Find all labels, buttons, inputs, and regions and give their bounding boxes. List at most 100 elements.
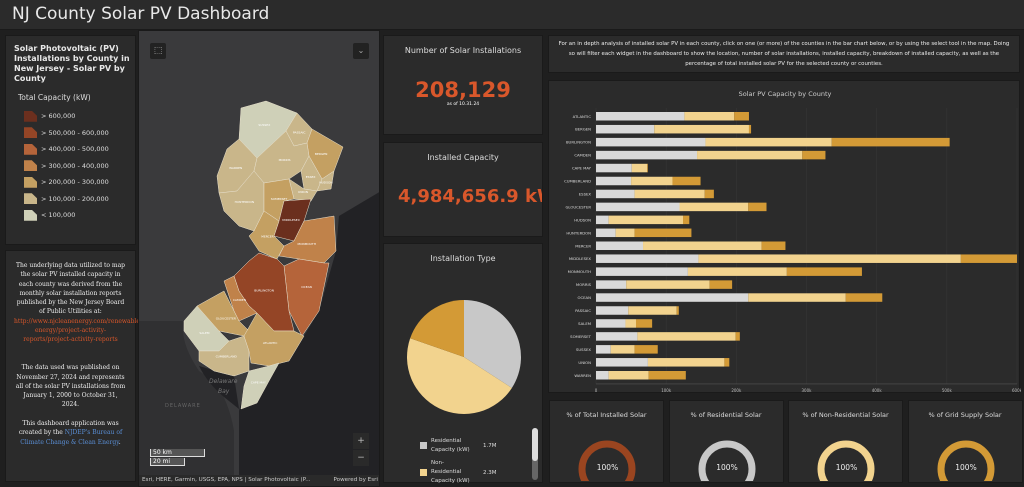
bar-segment-sussex[interactable] [610,345,635,354]
bar-segment-warren[interactable] [648,371,686,380]
gauge-title: % of Non-Residential Solar [802,411,889,419]
bar-segment-passaic[interactable] [676,306,679,315]
pie-title: Installation Type [430,254,496,263]
zoom-in-button[interactable]: + [353,433,369,449]
bar-segment-sussex[interactable] [596,345,611,354]
bar-segment-burlington[interactable] [705,137,832,147]
county-cumberland[interactable] [198,335,250,377]
bar-segment-salem[interactable] [596,319,626,328]
bar-segment-hunterdon[interactable] [634,228,692,238]
county-label: CAMDEN [233,298,246,302]
pie-slice[interactable] [407,338,512,414]
bar-segment-gloucester[interactable] [679,202,749,212]
bar-segment-cape-may[interactable] [647,163,648,173]
bar-segment-ocean[interactable] [845,293,883,302]
bar-segment-mercer[interactable] [761,241,786,251]
collapse-button[interactable]: ⌄ [353,43,369,59]
bar-segment-middlesex[interactable] [960,254,1017,263]
gauge-arc [698,440,755,481]
bar-segment-sussex[interactable] [634,345,658,354]
pie-legend-item[interactable]: Residential Capacity (kW) 1.7M [420,432,530,459]
zoom-out-button[interactable]: − [353,450,369,466]
bar-segment-camden[interactable] [697,150,803,160]
bar-segment-hudson[interactable] [596,215,609,225]
legend-swatch [24,110,37,122]
bar-segment-burlington[interactable] [831,137,950,147]
bar-segment-union[interactable] [596,358,648,367]
bar-segment-atlantic[interactable] [684,112,735,121]
y-tick-label: ATLANTIC [573,114,592,119]
bar-segment-essex[interactable] [634,189,705,199]
gauge-panel: % of Non-Residential Solar 100% [788,400,903,483]
bar-segment-bergen[interactable] [748,124,752,134]
bar-segment-hudson[interactable] [683,215,690,225]
map-panel[interactable]: Delaware Bay DELAWARE SUSSEX PASSAIC BERGE… [138,30,380,487]
bar-segment-cape-may[interactable] [596,163,632,173]
bar-segment-union[interactable] [724,358,730,367]
bar-segment-bergen[interactable] [596,124,655,134]
pie-slice[interactable] [464,300,521,388]
bar-segment-bergen[interactable] [654,124,749,134]
bar-segment-camden[interactable] [802,150,826,160]
bar-segment-morris[interactable] [596,280,627,289]
gauge-title: % of Residential Solar [690,411,762,419]
bar-segment-essex[interactable] [704,189,714,199]
bar-segment-mercer[interactable] [596,241,644,251]
bar-segment-passaic[interactable] [596,306,629,315]
bar-segment-monmouth[interactable] [786,267,862,276]
bar-segment-morris[interactable] [626,280,710,289]
bar-segment-union[interactable] [647,358,725,367]
bar-segment-hunterdon[interactable] [615,228,635,238]
gauge-panel: % of Residential Solar 100% [668,400,784,483]
bar-segment-hudson[interactable] [608,215,684,225]
gauge-title: % of Total Installed Solar [566,411,647,419]
map-attribution[interactable]: Esri, HERE, Garmin, USGS, EPA, NPS | Sol… [142,477,311,483]
bar-segment-passaic[interactable] [628,306,677,315]
scale-bar-mi: 20 mi [150,458,185,466]
bar-segment-ocean[interactable] [748,293,846,302]
bar-segment-monmouth[interactable] [596,267,688,276]
bar-segment-ocean[interactable] [596,293,749,302]
bar-segment-burlington[interactable] [596,137,706,147]
bar-chart[interactable]: Solar PV Capacity by County 0 100k 200k 300k… [549,81,1023,394]
bar-segment-hunterdon[interactable] [596,228,616,238]
bar-segment-atlantic[interactable] [596,112,685,121]
county-atlantic[interactable] [243,312,305,367]
bar-segment-salem[interactable] [635,319,653,328]
bar-segment-atlantic[interactable] [734,112,749,121]
bar-segment-somerset[interactable] [637,332,736,341]
bar-segment-gloucester[interactable] [748,202,767,212]
bar-segment-cape-may[interactable] [631,163,648,173]
county-hudson[interactable] [316,170,335,192]
bar-segment-middlesex[interactable] [698,254,961,263]
bar-segment-essex[interactable] [596,189,635,199]
select-tool-button[interactable]: ⬚ [150,43,166,59]
bar-segment-salem[interactable] [625,319,636,328]
bar-segment-somerset[interactable] [596,332,638,341]
bar-segment-cumberland[interactable] [596,176,632,186]
bar-segment-mercer[interactable] [643,241,762,251]
county-cape-may[interactable] [240,362,280,410]
bar-segment-warren[interactable] [608,371,649,380]
legend-label: > 400,000 - 500,000 [41,145,109,154]
pie-slice[interactable] [410,300,464,357]
source-link[interactable]: http://www.njcleanenergy.com/renewable-e… [14,317,142,344]
bar-segment-somerset[interactable] [735,332,740,341]
gauge-arc [937,440,994,481]
bar-segment-monmouth[interactable] [687,267,787,276]
njdep-link[interactable]: NJDEP's Bureau of Climate Change & Clean… [20,429,123,446]
bar-segment-morris[interactable] [709,280,733,289]
bar-segment-camden[interactable] [596,150,698,160]
bar-segment-middlesex[interactable] [596,254,699,263]
bar-segment-warren[interactable] [596,371,609,380]
gauge-value: 100% [596,463,619,472]
pie-legend-item[interactable]: Non-Residential Capacity (kW) 2.3M [420,459,530,486]
pie-chart[interactable] [384,292,544,422]
legend-scrollbar[interactable] [532,428,538,480]
bar-segment-cumberland[interactable] [631,176,673,186]
powered-by[interactable]: Powered by Esri [333,477,378,483]
bar-segment-gloucester[interactable] [596,202,680,212]
pie-panel: Installation Type Residential Capacity (… [383,243,544,486]
map-canvas[interactable]: Delaware Bay DELAWARE SUSSEX PASSAIC BERGE… [139,31,380,487]
bar-segment-cumberland[interactable] [672,176,701,186]
